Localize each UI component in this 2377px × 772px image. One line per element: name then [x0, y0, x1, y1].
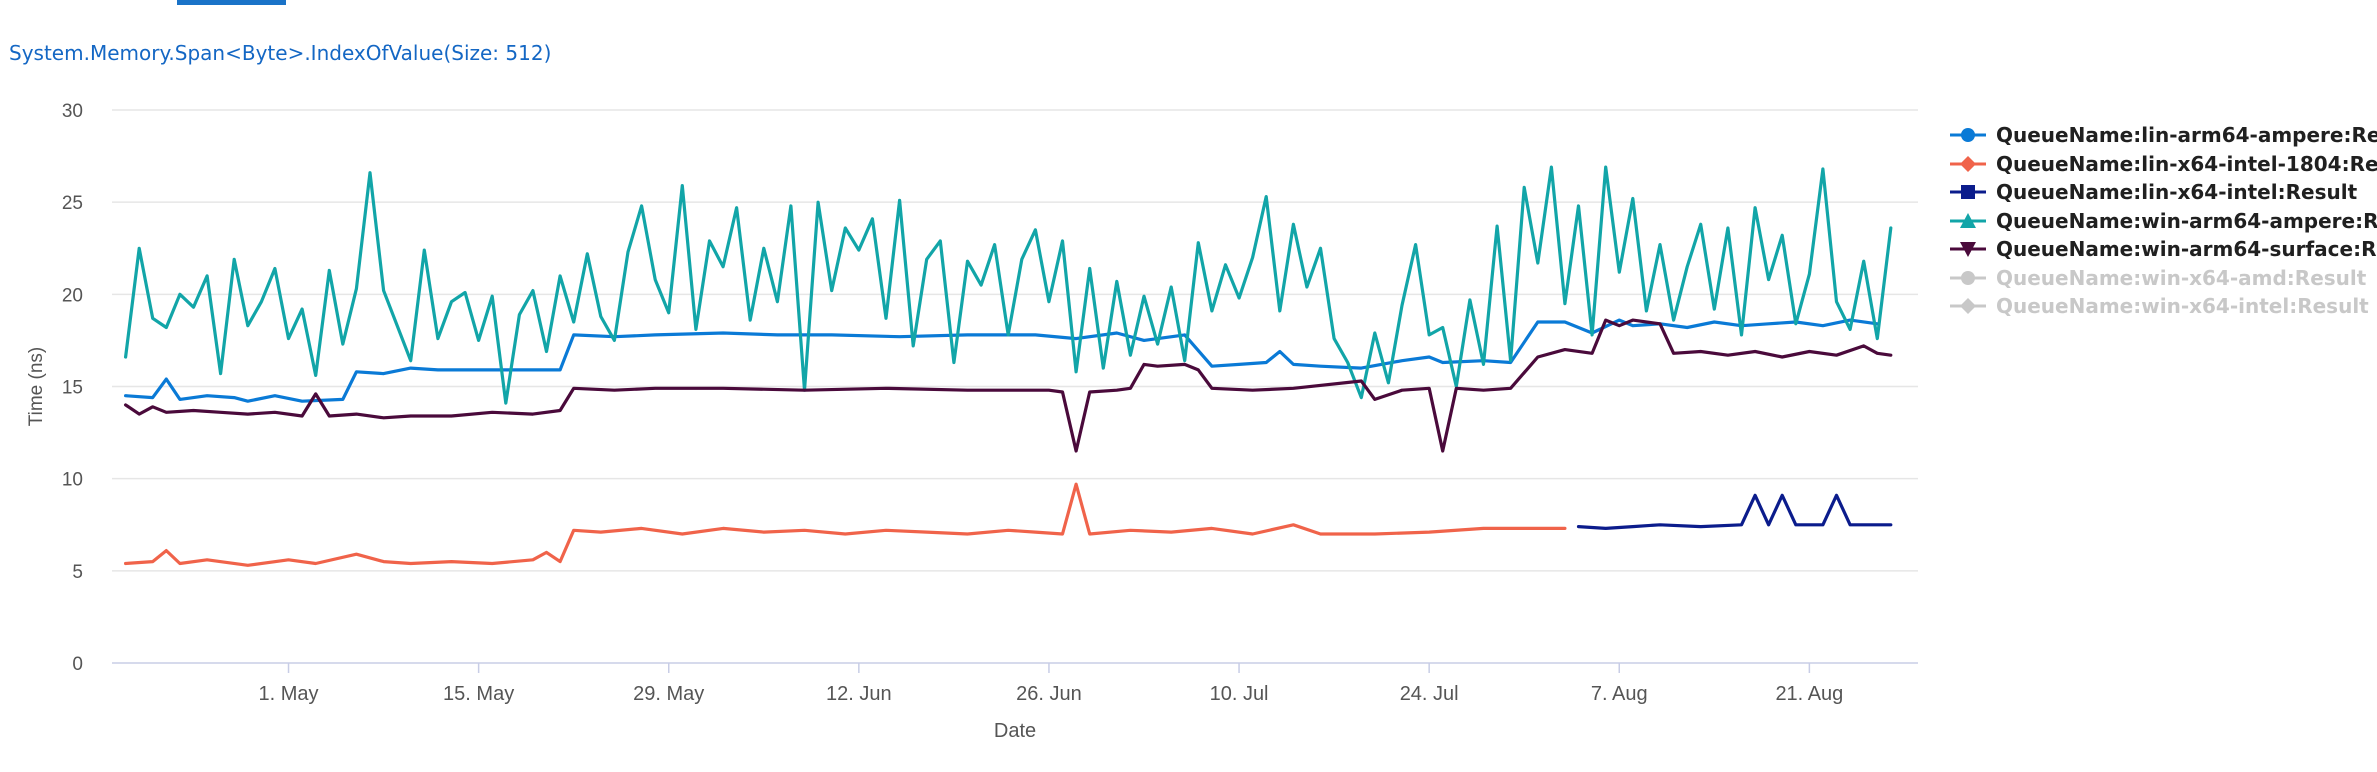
legend-marker-icon	[1950, 242, 1986, 257]
x-tick-label: 26. Jun	[1016, 683, 1082, 705]
legend-item[interactable]: QueueName:win-arm64-ampere:Result	[1950, 208, 2377, 237]
legend-label: QueueName:win-x64-intel:Result	[1996, 294, 2369, 318]
legend-label: QueueName:win-x64-amd:Result	[1996, 265, 2367, 290]
y-tick-label: 5	[72, 562, 83, 583]
x-tick-label: 15. May	[443, 683, 514, 705]
legend-label: QueueName:win-arm64-ampere:Result	[1996, 208, 2377, 233]
y-axis-label: Time (ns)	[26, 347, 47, 427]
legend-marker-icon	[1950, 270, 1986, 285]
legend-label: QueueName:lin-x64-intel-1804:Result	[1996, 151, 2377, 176]
x-tick-label: 10. Jul	[1210, 683, 1269, 705]
series-line-4[interactable]	[123, 318, 1893, 453]
y-tick-label: 25	[62, 193, 83, 214]
legend-marker-icon	[1950, 212, 1986, 228]
y-tick-label: 15	[62, 378, 83, 399]
active-tab-indicator	[177, 0, 286, 5]
legend-marker-icon	[1950, 185, 1986, 199]
legend-marker-icon	[1950, 298, 1986, 314]
legend-label: QueueName:lin-x64-intel:Result	[1996, 180, 2358, 204]
legend-item[interactable]: QueueName:win-arm64-surface:Result	[1950, 236, 2377, 265]
legend-label: QueueName:win-arm64-surface:Result	[1996, 237, 2377, 261]
chart-title: System.Memory.Span<Byte>.IndexOfValue(Si…	[9, 41, 552, 65]
x-tick-label: 7. Aug	[1591, 683, 1648, 705]
series-line-1[interactable]	[123, 482, 1567, 567]
legend-marker-icon	[1950, 155, 1986, 172]
series-line-0[interactable]	[123, 318, 1879, 403]
y-tick-label: 10	[62, 470, 83, 491]
y-tick-label: 0	[72, 654, 83, 675]
x-tick-label: 24. Jul	[1400, 683, 1459, 705]
y-tick-label: 20	[62, 285, 83, 306]
legend-item[interactable]: QueueName:win-x64-intel:Result	[1950, 293, 2377, 322]
x-tick-label: 29. May	[633, 683, 704, 705]
legend-item[interactable]: QueueName:lin-arm64-ampere:Result	[1950, 122, 2377, 151]
legend-label: QueueName:lin-arm64-ampere:Result	[1996, 123, 2377, 147]
legend-item[interactable]: QueueName:lin-x64-intel-1804:Result	[1950, 151, 2377, 180]
series-line-2[interactable]	[1576, 493, 1893, 531]
legend-item[interactable]: QueueName:lin-x64-intel:Result	[1950, 179, 2377, 208]
x-axis-label: Date	[994, 720, 1036, 742]
legend-marker-icon	[1950, 128, 1986, 142]
x-tick-label: 1. May	[259, 683, 319, 705]
legend-item[interactable]: QueueName:win-x64-amd:Result	[1950, 265, 2377, 294]
x-tick-label: 12. Jun	[826, 683, 892, 705]
x-tick-label: 21. Aug	[1775, 683, 1843, 705]
legend: QueueName:lin-arm64-ampere:Result QueueNa…	[1950, 122, 2377, 322]
series-line-3[interactable]	[123, 165, 1893, 405]
y-tick-label: 30	[62, 101, 83, 122]
